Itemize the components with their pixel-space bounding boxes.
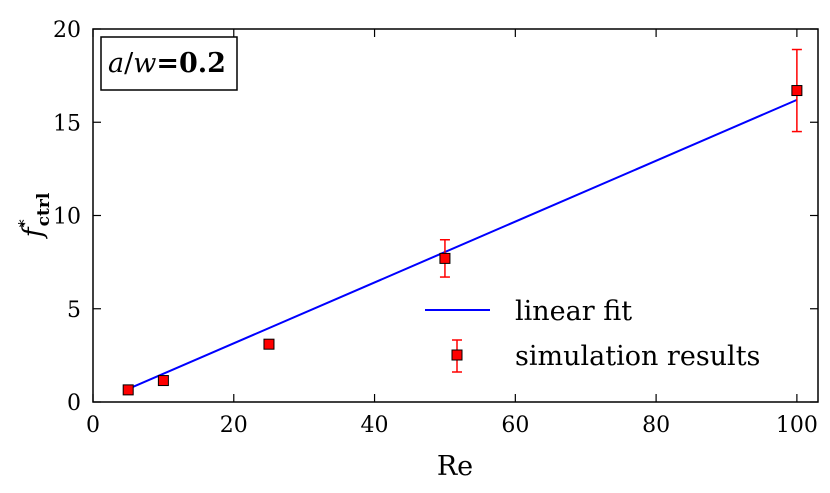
data-point-4 [791, 85, 803, 97]
y-axis-label-sup: * [15, 219, 34, 227]
annotation-text: a/w=0.2 [108, 48, 226, 79]
y-axis-ticks: 0 5 10 15 20 [53, 18, 818, 416]
annotation-value: =0.2 [156, 48, 226, 79]
y-tick-label-3: 15 [53, 111, 81, 136]
x-tick-label-1: 20 [220, 413, 248, 438]
y-tick-label-2: 10 [53, 205, 81, 230]
x-tick-label-5: 100 [776, 413, 818, 438]
annotation-var-a: a [108, 48, 124, 79]
x-tick-label-2: 40 [361, 413, 389, 438]
y-axis-label-sub: ctrl [34, 192, 54, 226]
y-tick-label-0: 0 [67, 391, 81, 416]
y-tick-label-1: 5 [67, 298, 81, 323]
legend-label-simulation-results: simulation results [515, 341, 760, 372]
x-tick-label-3: 60 [501, 413, 529, 438]
data-point-2 [263, 338, 275, 350]
y-tick-label-4: 20 [53, 18, 81, 43]
legend: linear fit simulation results [425, 296, 760, 373]
x-axis-ticks: 0 20 40 60 80 100 [86, 29, 818, 438]
annotation: a/w=0.2 [100, 36, 238, 91]
series-layer [122, 48, 803, 396]
data-point-0 [122, 384, 134, 396]
annotation-var-w: w [133, 48, 156, 79]
x-tick-label-0: 0 [86, 413, 100, 438]
linear-fit-line [127, 98, 798, 390]
annotation-slash: / [124, 48, 134, 79]
y-axis-label: f*ctrl [15, 192, 54, 239]
x-tick-label-4: 80 [642, 413, 670, 438]
data-point-1 [157, 375, 169, 387]
legend-marker-sample [451, 349, 463, 361]
x-axis-label: Re [437, 451, 473, 482]
annotation-box [100, 36, 238, 91]
legend-label-linear-fit: linear fit [515, 296, 632, 327]
data-point-3 [439, 252, 451, 264]
